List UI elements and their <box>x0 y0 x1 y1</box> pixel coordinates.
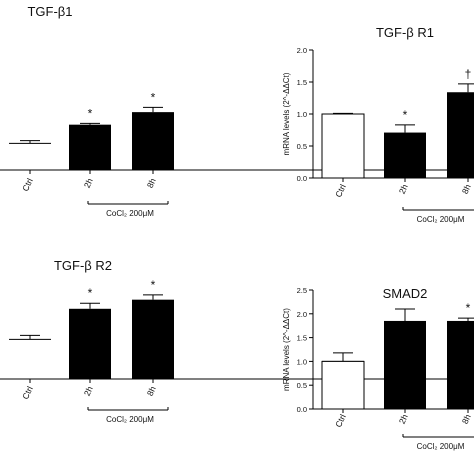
panel-3: SMAD2 0.0 0.5 1.0 1.5 2.0 2.5 mRNA levels (2^-Δ… <box>282 286 474 451</box>
x-tick-label: Ctrl <box>333 183 348 199</box>
chart-title: SMAD2 <box>383 286 428 301</box>
treatment-label: CoCl₂ 200μM <box>106 209 154 218</box>
bar-2h <box>69 308 111 379</box>
significance-marker: * <box>88 106 93 120</box>
y-tick-label: 1.0 <box>297 357 307 366</box>
significance-marker: * <box>151 278 156 292</box>
x-tick-label: 8h <box>460 412 473 425</box>
x-tick-label: Ctrl <box>20 385 35 401</box>
treatment-label: CoCl₂ 200μM <box>417 215 465 224</box>
chart-title: TGF-β R1 <box>376 25 434 40</box>
bar-8h <box>132 299 174 379</box>
y-tick-label: 2.5 <box>297 286 307 295</box>
significance-marker: * <box>466 301 471 315</box>
bar-8h <box>447 92 474 178</box>
panel-1: TGF-β R1 0.0 0.5 1.0 1.5 2.0 mRNA levels (2^-Δ… <box>282 25 474 224</box>
x-tick-label: 2h <box>397 182 410 195</box>
chart-title: TGF-β R2 <box>54 258 112 273</box>
y-tick-label: 1.5 <box>297 78 307 87</box>
bar-2h <box>384 320 426 409</box>
panel-0: TGF-β1 Ctrl * 2h * 8h CoCl₂ 200μM <box>0 4 474 218</box>
bar-ctrl-outline <box>321 360 365 410</box>
panel-2: TGF-β R2 Ctrl * 2h * 8h CoCl₂ 200μM <box>0 258 474 424</box>
x-tick-label: 2h <box>82 176 95 189</box>
y-tick-label: 2.0 <box>297 46 307 55</box>
treatment-label: CoCl₂ 200μM <box>417 442 465 451</box>
y-axis-label: mRNA levels (2^-ΔΔCt) <box>282 308 291 391</box>
y-tick-label: 0.0 <box>297 174 307 183</box>
significance-marker: * <box>151 90 156 104</box>
x-tick-label: 8h <box>145 384 158 397</box>
y-tick-label: 1.5 <box>297 334 307 343</box>
x-tick-label: 8h <box>145 176 158 189</box>
bar-ctrl-outline <box>321 113 365 179</box>
significance-marker: * <box>403 108 408 122</box>
significance-marker: * <box>88 286 93 300</box>
bar-2h <box>384 132 426 178</box>
chart-title: TGF-β1 <box>27 4 72 19</box>
x-tick-label: 2h <box>82 384 95 397</box>
y-tick-label: 1.0 <box>297 110 307 119</box>
bar-8h <box>132 112 174 170</box>
significance-marker: † <box>465 67 472 81</box>
x-tick-label: Ctrl <box>20 177 35 193</box>
x-tick-label: Ctrl <box>333 413 348 429</box>
y-tick-label: 0.5 <box>297 142 307 151</box>
x-tick-label: 8h <box>460 182 473 195</box>
bar-2h <box>69 124 111 170</box>
y-tick-label: 0.0 <box>297 405 307 414</box>
bar-8h <box>447 320 474 409</box>
y-axis-label: mRNA levels (2^-ΔΔCt) <box>282 72 291 155</box>
x-tick-label: 2h <box>397 412 410 425</box>
y-tick-label: 2.0 <box>297 310 307 319</box>
y-tick-label: 0.5 <box>297 381 307 390</box>
treatment-label: CoCl₂ 200μM <box>106 415 154 424</box>
